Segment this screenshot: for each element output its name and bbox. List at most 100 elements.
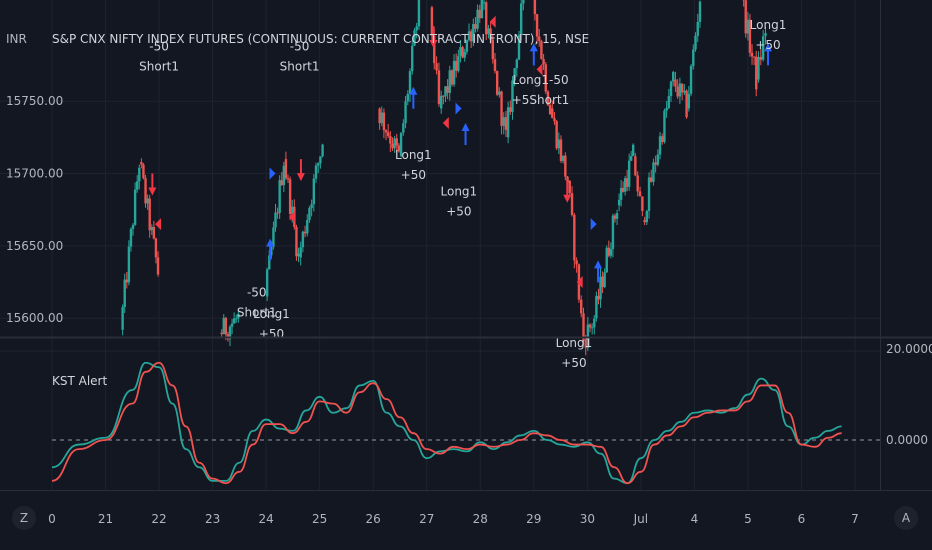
candle-body xyxy=(661,136,664,142)
candle-body xyxy=(152,226,156,239)
candle-body xyxy=(282,165,286,186)
candle-body xyxy=(288,179,292,215)
candle-body xyxy=(391,143,394,149)
candle-body xyxy=(478,9,481,19)
time-tick-label: 6 xyxy=(798,512,806,526)
candle-body xyxy=(509,107,512,112)
candle-body xyxy=(538,36,541,42)
time-tick-label: 29 xyxy=(526,512,541,526)
candle-body xyxy=(557,139,561,149)
signal-arrow-up xyxy=(266,238,275,261)
candle-body xyxy=(564,155,567,177)
candle-body xyxy=(694,35,697,50)
candle-body xyxy=(559,139,563,162)
candle-body xyxy=(224,317,228,335)
signal-label-short: Short1 xyxy=(139,60,179,74)
candle-body xyxy=(511,80,514,112)
candle-body xyxy=(696,21,699,36)
candle-body xyxy=(764,32,767,37)
candle-body xyxy=(584,339,587,348)
candle-body xyxy=(752,56,756,58)
candle-body xyxy=(548,105,552,115)
signal-label-short: -50 xyxy=(290,40,310,54)
candle-body xyxy=(469,31,473,42)
candle-body xyxy=(586,324,590,348)
candle-body xyxy=(607,247,611,256)
candle-body xyxy=(515,59,519,69)
candle-body xyxy=(750,52,754,57)
time-tick-label: 21 xyxy=(98,512,113,526)
candle-body xyxy=(599,276,602,300)
candle-body xyxy=(380,112,383,124)
z-button[interactable]: Z xyxy=(12,506,36,530)
kst-title: KST Alert xyxy=(52,374,107,388)
candle-body xyxy=(615,213,619,219)
candle-body xyxy=(156,257,160,275)
time-tick-label: 5 xyxy=(744,512,752,526)
candle-body xyxy=(522,0,525,4)
signal-arrow-left xyxy=(489,15,496,28)
signal-arrow-left xyxy=(288,210,295,223)
a-button-bg[interactable] xyxy=(894,506,918,530)
a-button[interactable]: A xyxy=(894,506,918,530)
candle-body xyxy=(669,81,673,97)
a-button-label[interactable]: A xyxy=(902,511,911,525)
kst-axis: 20.0000 0.0000 xyxy=(886,342,932,447)
candle-body xyxy=(457,55,460,71)
candle-body xyxy=(308,208,311,221)
candle-body xyxy=(310,204,313,209)
candle-body xyxy=(154,238,158,258)
candle-body xyxy=(568,180,571,194)
price-candles xyxy=(121,0,767,356)
signal-label-short: Long1-50 xyxy=(512,73,568,87)
candle-body xyxy=(437,70,441,105)
signal-arrow-down xyxy=(429,26,438,49)
candle-body xyxy=(136,181,139,190)
signal-arrow-left xyxy=(442,116,449,129)
candle-body xyxy=(588,324,592,328)
candle-body xyxy=(472,24,475,42)
candle-body xyxy=(411,45,414,72)
candle-body xyxy=(605,247,608,273)
time-tick-label: 28 xyxy=(473,512,488,526)
candle-body xyxy=(404,101,407,124)
candle-body xyxy=(319,156,322,164)
candle-body xyxy=(489,28,492,40)
candle-body xyxy=(643,219,646,223)
candle-body xyxy=(631,144,635,157)
signal-arrow-right xyxy=(269,167,276,180)
candle-body xyxy=(150,226,153,231)
candle-body xyxy=(698,1,702,22)
candle-body xyxy=(430,7,434,36)
candle-body xyxy=(542,58,545,65)
candle-body xyxy=(295,226,298,257)
candle-body xyxy=(272,227,275,248)
candle-body xyxy=(609,248,613,256)
time-tick-label: 7 xyxy=(851,512,859,526)
candle-body xyxy=(397,145,401,152)
signal-labels: -50Short1-50Short1-50Short1Long1+50+50Lo… xyxy=(139,18,786,370)
kst-series-line-1 xyxy=(51,361,842,485)
signal-label-long: +50 xyxy=(401,168,426,182)
candle-body xyxy=(761,36,765,60)
time-tick-label: 0 xyxy=(48,512,56,526)
candle-body xyxy=(413,30,416,46)
candle-body xyxy=(384,130,388,133)
time-tick-label: 24 xyxy=(258,512,273,526)
candle-body xyxy=(314,165,318,179)
currency-label: INR xyxy=(6,32,27,46)
candle-body xyxy=(274,212,277,228)
candle-body xyxy=(406,94,409,102)
signal-label-long: +50 xyxy=(259,327,284,341)
candle-body xyxy=(306,220,309,234)
candle-body xyxy=(450,70,454,85)
candle-body xyxy=(625,178,629,187)
candle-body xyxy=(465,39,469,52)
signal-markers xyxy=(148,15,773,289)
z-button-bg[interactable] xyxy=(12,506,36,530)
price-chart-title: S&P CNX NIFTY INDEX FUTURES (CONTINUOUS:… xyxy=(52,32,589,46)
z-button-label[interactable]: Z xyxy=(20,511,28,525)
candle-body xyxy=(417,0,421,27)
candle-body xyxy=(551,108,554,118)
